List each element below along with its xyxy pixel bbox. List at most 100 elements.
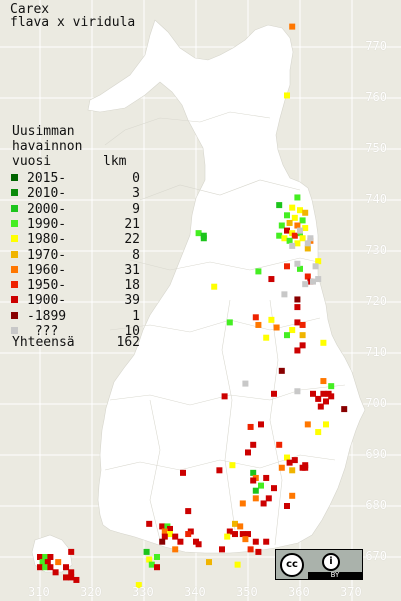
observation-square xyxy=(289,242,296,249)
observation-square xyxy=(284,332,290,339)
observation-square xyxy=(239,531,246,538)
east-tick-label: 350 xyxy=(236,585,258,599)
observation-square xyxy=(304,273,311,280)
observation-square xyxy=(242,380,249,387)
observation-square xyxy=(265,495,272,502)
observation-square xyxy=(247,546,254,553)
observation-square xyxy=(294,388,301,395)
observation-square xyxy=(315,395,322,402)
legend-swatch xyxy=(11,189,18,197)
observation-square xyxy=(312,263,319,270)
legend-count: 9 xyxy=(132,201,140,217)
observation-square xyxy=(219,546,225,553)
observation-square xyxy=(294,194,301,201)
legend-row: 1950- 18 xyxy=(10,278,140,293)
observation-square xyxy=(289,327,296,334)
observation-square xyxy=(276,202,283,209)
observation-square xyxy=(302,281,309,288)
legend-swatch xyxy=(11,311,18,319)
observation-square xyxy=(255,321,262,328)
observation-square xyxy=(328,383,335,390)
observation-square xyxy=(177,538,184,545)
legend-label: 1980- xyxy=(27,232,67,248)
observation-square xyxy=(185,531,192,538)
legend-header-line-2: havainnon xyxy=(12,139,83,154)
observation-square xyxy=(291,214,298,221)
observation-square xyxy=(47,554,54,560)
observation-square xyxy=(180,469,186,476)
east-tick-label: 310 xyxy=(28,585,50,599)
legend-swatch xyxy=(11,327,18,334)
observation-square xyxy=(328,393,335,400)
observation-square xyxy=(294,304,301,311)
observation-square xyxy=(245,449,251,456)
north-tick-label: 680 xyxy=(365,498,387,512)
legend-count: 31 xyxy=(124,262,140,278)
observation-square xyxy=(289,467,296,474)
observation-square xyxy=(320,390,327,397)
east-tick-label: 320 xyxy=(80,585,102,599)
observation-square xyxy=(278,464,285,471)
observation-square xyxy=(229,462,236,469)
east-tick-label: 340 xyxy=(184,585,206,599)
legend-swatch xyxy=(11,265,18,273)
legend-swatch xyxy=(11,204,18,212)
observation-square xyxy=(68,569,75,576)
observation-square xyxy=(211,283,218,290)
observation-square xyxy=(307,235,314,242)
legend-label: 2015- xyxy=(27,171,67,186)
legend-count-header: lkm xyxy=(103,154,127,169)
legend-count: 3 xyxy=(132,186,140,202)
observation-square xyxy=(304,240,311,247)
observation-square xyxy=(317,403,324,410)
observation-square xyxy=(255,268,262,275)
legend-row: ??? 10 xyxy=(10,324,140,339)
observation-square xyxy=(294,222,301,229)
legend-swatch xyxy=(11,281,18,289)
legend-swatch xyxy=(11,219,18,227)
observation-square xyxy=(320,339,327,346)
legend-swatch xyxy=(11,250,18,258)
observation-square xyxy=(323,398,329,405)
observation-square xyxy=(294,260,301,267)
observation-square xyxy=(258,421,264,428)
observation-square xyxy=(146,556,153,563)
observation-square xyxy=(68,574,75,581)
map-title-taxon: flava x viridula xyxy=(10,15,136,30)
observation-square xyxy=(255,548,262,555)
observation-square xyxy=(226,528,233,535)
legend-swatch xyxy=(11,296,18,304)
observation-square xyxy=(258,482,264,489)
observation-square xyxy=(297,207,303,214)
observation-square xyxy=(232,520,238,527)
finland-outline xyxy=(87,19,366,554)
observation-square xyxy=(239,500,246,507)
map-title-genus: Carex xyxy=(10,2,50,17)
observation-square xyxy=(271,485,277,492)
legend-count: 39 xyxy=(124,293,140,309)
legend-label: 2000- xyxy=(27,201,67,217)
legend-count: 22 xyxy=(124,232,140,248)
legend-total-count: 162 xyxy=(116,335,140,350)
north-tick-label: 700 xyxy=(365,396,387,410)
legend-header-line-3: vuosi xyxy=(12,154,52,169)
legend-header-line-1: Uusimman xyxy=(12,124,75,139)
observation-square xyxy=(284,263,290,270)
license-by-label: BY xyxy=(330,571,340,579)
observation-square xyxy=(315,258,322,265)
observation-square xyxy=(273,324,280,331)
license-badge: cc i BY xyxy=(275,549,363,580)
observation-square xyxy=(263,538,270,545)
observation-layer xyxy=(37,23,348,589)
observation-square xyxy=(286,219,293,226)
legend-count: 10 xyxy=(124,324,140,339)
observation-square xyxy=(252,538,259,545)
north-tick-label: 670 xyxy=(365,549,387,563)
observation-square xyxy=(216,467,223,474)
east-tick-label: 360 xyxy=(288,585,310,599)
east-tick-label: 330 xyxy=(132,585,154,599)
observation-square xyxy=(284,503,290,509)
observation-square xyxy=(286,237,293,244)
observation-square xyxy=(304,421,311,428)
observation-square xyxy=(268,276,275,283)
